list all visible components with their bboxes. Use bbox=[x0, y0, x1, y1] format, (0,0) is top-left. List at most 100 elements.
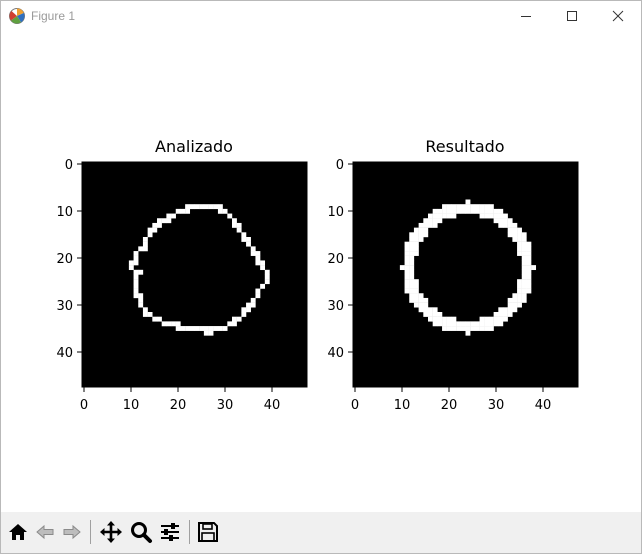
ring-pixel bbox=[404, 269, 410, 275]
ring-pixel bbox=[479, 204, 485, 210]
ring-pixel bbox=[157, 222, 162, 228]
y-tick-label: 30 bbox=[327, 299, 344, 314]
ring-pixel bbox=[185, 204, 191, 210]
ring-pixel bbox=[232, 316, 237, 322]
ring-pixel bbox=[418, 297, 424, 303]
ring-pixel bbox=[498, 316, 504, 322]
x-tick-label: 40 bbox=[264, 398, 281, 413]
minimize-icon bbox=[521, 16, 531, 17]
ring-pixel bbox=[255, 260, 261, 266]
ring-pixel bbox=[521, 293, 527, 299]
y-ticks-analizado: 0 10 20 30 40 bbox=[56, 158, 82, 361]
ring-pixel bbox=[264, 274, 270, 280]
ring-pixel bbox=[413, 227, 419, 233]
axes-analizado: Analizado 0 10 20 30 40 bbox=[56, 137, 308, 413]
ring-pixel bbox=[409, 255, 415, 261]
save-button[interactable] bbox=[194, 518, 222, 546]
ring-pixel bbox=[213, 204, 219, 210]
ring-pixel bbox=[423, 227, 429, 233]
ring-pixel bbox=[404, 265, 410, 271]
ring-pixel bbox=[432, 218, 438, 224]
ring-pixel bbox=[185, 326, 191, 331]
ring-pixel bbox=[404, 241, 410, 247]
ring-pixel bbox=[404, 255, 410, 261]
ring-pixel bbox=[232, 218, 237, 224]
ring-pixel bbox=[465, 208, 471, 214]
ring-pixel bbox=[526, 274, 532, 280]
ring-pixel bbox=[217, 204, 223, 210]
ring-pixel bbox=[138, 302, 144, 308]
title-bar[interactable]: Figure 1 bbox=[1, 1, 641, 31]
ring-pixel bbox=[521, 251, 527, 256]
y-tick-label: 0 bbox=[336, 158, 344, 173]
ring-pixel bbox=[498, 321, 504, 327]
ring-pixel bbox=[526, 246, 532, 252]
ring-pixel bbox=[189, 204, 195, 210]
ring-pixel bbox=[409, 232, 415, 238]
ring-pixel bbox=[474, 321, 480, 327]
ring-image-analizado bbox=[128, 204, 270, 336]
ring-pixel bbox=[442, 213, 447, 219]
ring-pixel bbox=[488, 208, 494, 214]
ring-pixel bbox=[133, 251, 139, 256]
ring-pixel bbox=[526, 283, 532, 289]
ring-pixel bbox=[517, 227, 522, 233]
window-title: Figure 1 bbox=[31, 9, 76, 23]
ring-pixel bbox=[437, 213, 443, 219]
ring-pixel bbox=[521, 288, 527, 294]
ring-pixel bbox=[503, 312, 508, 317]
figure-canvas[interactable]: Analizado 0 10 20 30 40 bbox=[1, 31, 641, 512]
pan-button[interactable] bbox=[97, 518, 125, 546]
ring-pixel bbox=[413, 297, 419, 303]
pan-icon bbox=[100, 521, 122, 543]
ring-pixel bbox=[423, 218, 429, 224]
ring-pixel bbox=[199, 326, 205, 331]
ring-pixel bbox=[250, 297, 256, 303]
ring-pixel bbox=[512, 227, 518, 233]
home-icon bbox=[9, 524, 27, 540]
ring-pixel bbox=[128, 260, 134, 266]
ring-pixel bbox=[493, 321, 499, 327]
close-button[interactable] bbox=[595, 1, 641, 31]
ring-pixel bbox=[484, 316, 490, 322]
ring-pixel bbox=[232, 222, 237, 228]
ring-pixel bbox=[479, 213, 485, 219]
ring-pixel bbox=[442, 326, 447, 331]
ring-pixel bbox=[227, 321, 233, 327]
ring-pixel bbox=[493, 312, 499, 317]
ring-pixel bbox=[133, 274, 139, 280]
ring-pixel bbox=[203, 326, 209, 331]
forward-button[interactable] bbox=[58, 518, 86, 546]
ring-pixel bbox=[171, 213, 176, 219]
configure-subplots-button[interactable] bbox=[156, 518, 184, 546]
ring-pixel bbox=[418, 293, 424, 299]
minimize-button[interactable] bbox=[503, 1, 549, 31]
ring-pixel bbox=[512, 237, 518, 242]
axes-resultado: Resultado 0 10 20 30 40 bbox=[327, 137, 579, 413]
y-tick-label: 40 bbox=[327, 346, 344, 361]
ring-pixel bbox=[446, 316, 452, 322]
ring-pixel bbox=[166, 213, 172, 219]
ring-pixel bbox=[465, 199, 471, 205]
back-button[interactable] bbox=[31, 518, 59, 546]
x-tick-label: 30 bbox=[217, 398, 234, 413]
ring-pixel bbox=[133, 260, 139, 266]
ring-pixel bbox=[175, 326, 181, 331]
ring-pixel bbox=[232, 321, 237, 327]
ring-pixel bbox=[152, 227, 158, 233]
zoom-button[interactable] bbox=[127, 518, 155, 546]
ring-pixel bbox=[437, 208, 443, 214]
ring-pixel bbox=[413, 251, 419, 256]
navigation-toolbar bbox=[1, 512, 641, 553]
ring-pixel bbox=[498, 312, 504, 317]
ring-pixel bbox=[521, 265, 527, 271]
x-tick-label: 10 bbox=[123, 398, 140, 413]
maximize-button[interactable] bbox=[549, 1, 595, 31]
ring-pixel bbox=[246, 307, 251, 313]
toolbar-separator bbox=[189, 520, 190, 544]
ring-pixel bbox=[488, 213, 494, 219]
ring-pixel bbox=[507, 222, 513, 228]
ring-pixel bbox=[507, 307, 513, 313]
home-button[interactable] bbox=[4, 518, 32, 546]
